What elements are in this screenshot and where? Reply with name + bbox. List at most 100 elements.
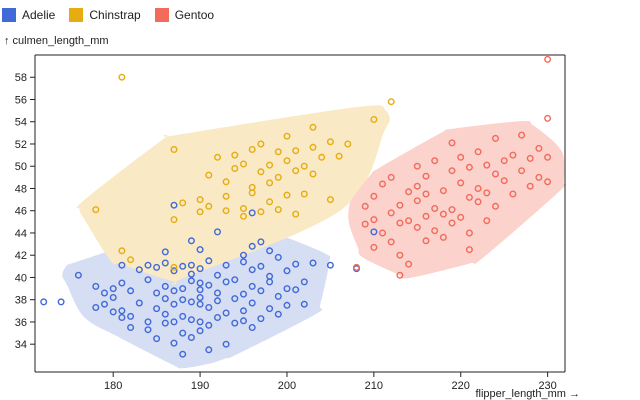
point-gentoo [474, 184, 482, 192]
axes: 180 190 200 210 220 230 34 36 38 40 42 44 46 48 50 52 54… [15, 54, 566, 392]
point-adelie [179, 312, 187, 320]
point-adelie [153, 305, 161, 313]
legend-swatch [2, 8, 16, 22]
legend-label: Gentoo [174, 8, 215, 22]
point-adelie [257, 315, 265, 323]
point-adelie [170, 287, 178, 295]
point-adelie [239, 251, 247, 259]
point-adelie [144, 326, 152, 334]
point-gentoo [544, 153, 552, 161]
x-tick-label: 210 [365, 380, 383, 392]
y-tick-label: 36 [15, 317, 27, 329]
point-chinstrap [248, 145, 256, 153]
point-adelie [161, 295, 169, 303]
y-tick-label: 58 [15, 72, 27, 84]
point-chinstrap [248, 189, 256, 197]
point-chinstrap [239, 212, 247, 220]
point-gentoo [387, 209, 395, 217]
point-adelie [222, 261, 230, 269]
point-gentoo [396, 201, 404, 209]
point-adelie [248, 299, 256, 307]
point-gentoo [448, 206, 456, 214]
point-chinstrap [205, 202, 213, 210]
point-adelie [100, 289, 108, 297]
point-adelie [144, 261, 152, 269]
point-chinstrap [266, 198, 274, 206]
point-adelie [170, 267, 178, 275]
point-chinstrap [309, 123, 317, 131]
point-chinstrap [274, 148, 282, 156]
point-adelie [161, 248, 169, 256]
point-chinstrap [292, 210, 300, 218]
point-chinstrap [318, 153, 326, 161]
point-adelie [231, 276, 239, 284]
point-gentoo [361, 220, 369, 228]
point-adelie [187, 316, 195, 324]
point-adelie [196, 327, 204, 335]
density-region-chinstrap [76, 105, 391, 285]
point-gentoo [526, 182, 534, 190]
point-adelie [370, 228, 378, 236]
point-gentoo [405, 188, 413, 196]
point-adelie [205, 321, 213, 329]
point-adelie [213, 271, 221, 279]
point-chinstrap [309, 170, 317, 178]
point-gentoo [509, 151, 517, 159]
point-chinstrap [231, 164, 239, 172]
point-chinstrap [370, 115, 378, 123]
x-tick-label: 220 [452, 380, 470, 392]
point-gentoo [379, 229, 387, 237]
point-chinstrap [231, 151, 239, 159]
point-gentoo [474, 148, 482, 156]
y-tick-label: 52 [15, 139, 27, 151]
point-gentoo [483, 161, 491, 169]
point-gentoo [465, 246, 473, 254]
point-chinstrap [222, 192, 230, 200]
point-gentoo [448, 219, 456, 227]
point-gentoo [431, 204, 439, 212]
point-gentoo [448, 167, 456, 175]
point-adelie [179, 296, 187, 304]
point-adelie [248, 324, 256, 332]
y-tick-label: 42 [15, 250, 27, 262]
point-adelie [92, 282, 100, 290]
point-chinstrap [239, 204, 247, 212]
point-chinstrap [283, 132, 291, 140]
point-chinstrap [179, 199, 187, 207]
x-tick-label: 200 [278, 380, 296, 392]
point-gentoo [387, 238, 395, 246]
point-chinstrap [283, 157, 291, 165]
point-chinstrap [196, 196, 204, 204]
point-gentoo [544, 178, 552, 186]
point-chinstrap [118, 73, 126, 81]
point-adelie [170, 300, 178, 308]
point-chinstrap [326, 138, 334, 146]
point-adelie [283, 285, 291, 293]
point-gentoo [422, 237, 430, 245]
point-adelie [196, 318, 204, 326]
point-gentoo [500, 157, 508, 165]
legend-swatch [154, 8, 169, 22]
point-adelie [205, 304, 213, 312]
point-gentoo [448, 139, 456, 147]
point-chinstrap [257, 140, 265, 148]
point-gentoo [465, 163, 473, 171]
point-gentoo [422, 172, 430, 180]
point-chinstrap [170, 145, 178, 153]
point-adelie [222, 340, 230, 348]
point-adelie [118, 261, 126, 269]
point-adelie [222, 278, 230, 286]
point-gentoo [413, 182, 421, 190]
point-gentoo [518, 131, 526, 139]
point-adelie [127, 312, 135, 320]
point-gentoo [387, 173, 395, 181]
point-adelie [40, 298, 48, 306]
point-chinstrap [274, 206, 282, 214]
point-adelie [179, 285, 187, 293]
point-chinstrap [292, 167, 300, 175]
legend-item-gentoo: Gentoo [154, 8, 215, 22]
point-adelie [239, 317, 247, 325]
legend-label: Adelie [22, 8, 56, 22]
point-gentoo [535, 144, 543, 152]
point-adelie [248, 242, 256, 250]
